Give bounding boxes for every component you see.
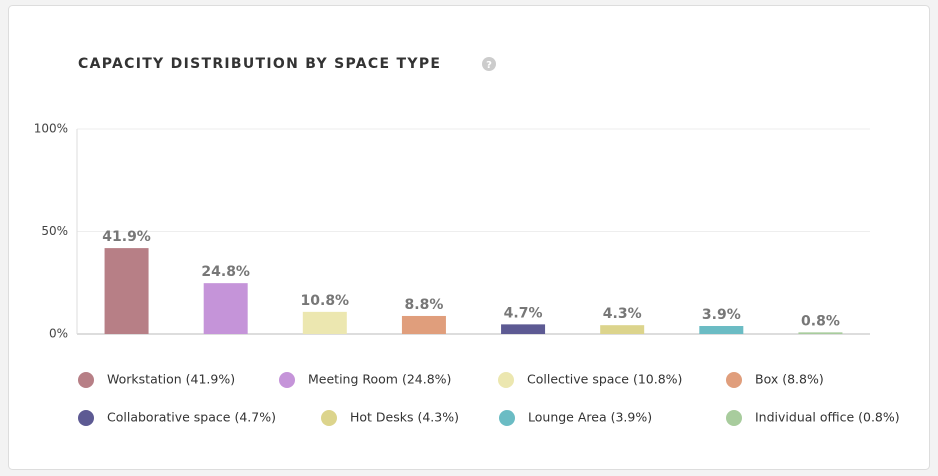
bar	[401, 315, 446, 334]
legend-label: Collective space (10.8%)	[527, 372, 682, 387]
chart-title: CAPACITY DISTRIBUTION BY SPACE TYPE	[78, 56, 441, 72]
value-label: 4.3%	[603, 306, 642, 322]
value-label: 8.8%	[405, 297, 444, 313]
bar	[699, 326, 744, 334]
legend-label: Box (8.8%)	[755, 372, 824, 387]
help-icon[interactable]	[482, 57, 496, 71]
y-tick-label: 100%	[34, 122, 68, 136]
bar	[600, 325, 645, 334]
legend-label: Collaborative space (4.7%)	[107, 410, 276, 425]
legend-swatch	[726, 372, 742, 388]
card	[8, 5, 930, 470]
legend-swatch	[498, 372, 514, 388]
legend-swatch	[78, 410, 94, 426]
legend-swatch	[321, 410, 337, 426]
bar	[104, 248, 149, 334]
bar	[798, 332, 843, 334]
legend-swatch	[726, 410, 742, 426]
value-label: 4.7%	[504, 305, 543, 321]
bar	[302, 311, 347, 334]
y-tick-label: 50%	[41, 224, 68, 238]
legend-label: Hot Desks (4.3%)	[350, 410, 459, 425]
legend-label: Meeting Room (24.8%)	[308, 372, 451, 387]
value-label: 41.9%	[102, 229, 151, 245]
value-label: 24.8%	[201, 264, 250, 280]
bar	[501, 324, 546, 334]
legend-swatch	[279, 372, 295, 388]
y-tick-label: 0%	[49, 327, 68, 341]
legend-label: Lounge Area (3.9%)	[528, 410, 652, 425]
legend-label: Workstation (41.9%)	[107, 372, 235, 387]
legend-swatch	[499, 410, 515, 426]
value-label: 0.8%	[801, 313, 840, 329]
legend-swatch	[78, 372, 94, 388]
bar	[203, 283, 248, 334]
value-label: 10.8%	[301, 293, 350, 309]
help-icon-glyph: ?	[486, 60, 492, 71]
legend-label: Individual office (0.8%)	[755, 410, 900, 425]
value-label: 3.9%	[702, 307, 741, 323]
